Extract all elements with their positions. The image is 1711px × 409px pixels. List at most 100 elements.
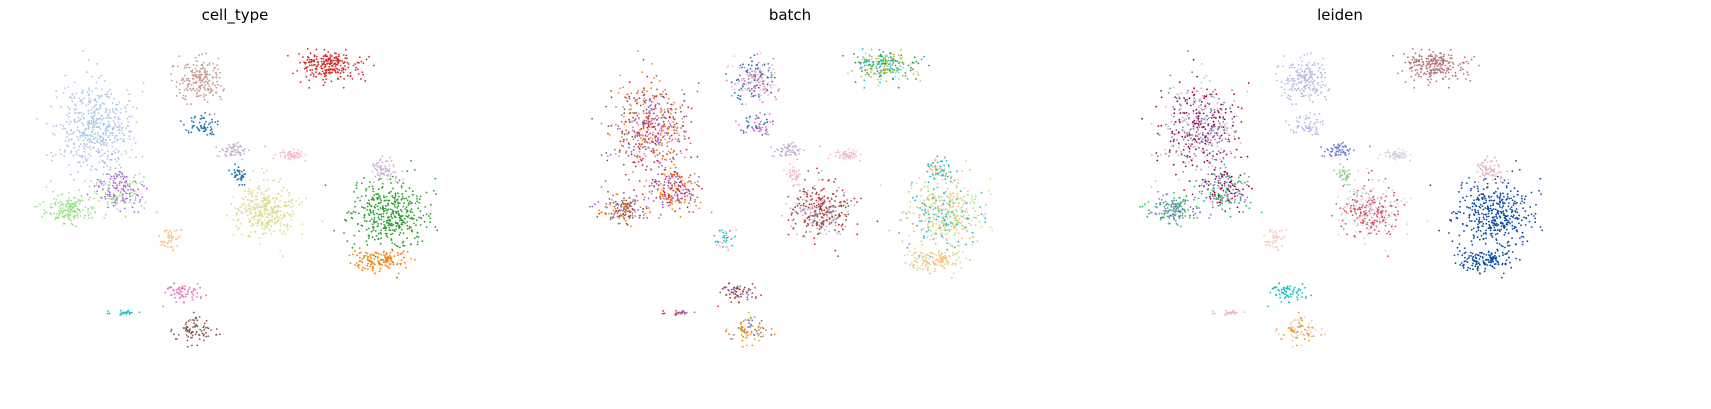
scatter-point [658, 217, 661, 219]
scatter-point [188, 331, 191, 333]
scatter-point [381, 205, 384, 207]
scatter-point [181, 285, 184, 288]
scatter-point [250, 191, 253, 194]
scatter-point [387, 204, 389, 207]
scatter-point [279, 200, 281, 202]
scatter-point [215, 76, 218, 79]
scatter-point [403, 197, 405, 200]
scatter-point [759, 71, 762, 73]
scatter-point [115, 126, 118, 128]
scatter-point [623, 133, 626, 136]
scatter-point [173, 293, 176, 296]
scatter-point [337, 78, 339, 81]
scatter-point [123, 207, 126, 210]
scatter-point [757, 61, 760, 64]
scatter-point [638, 150, 641, 153]
scatter-point [379, 158, 382, 161]
scatter-point [252, 216, 255, 218]
scatter-point [631, 208, 634, 211]
scatter-point [672, 151, 674, 154]
scatter-point [883, 65, 886, 68]
scatter-point [289, 150, 292, 153]
scatter-point [43, 209, 45, 212]
scatter-point [70, 222, 73, 225]
scatter-point [111, 141, 114, 144]
scatter-point [631, 129, 634, 132]
scatter-point [275, 212, 278, 215]
scatter-point [381, 169, 383, 171]
scatter-point [277, 210, 280, 213]
scatter-point [229, 154, 232, 157]
scatter-point [78, 119, 81, 122]
scatter-point [636, 199, 639, 202]
scatter-point [870, 71, 872, 73]
scatter-point [372, 229, 375, 232]
scatter-point [99, 136, 101, 139]
scatter-point [355, 66, 357, 69]
scatter-point [372, 209, 375, 212]
scatter-point [681, 182, 683, 185]
scatter-point [361, 269, 364, 272]
scatter-point [808, 203, 811, 206]
scatter-point [628, 178, 630, 181]
scatter-point [199, 94, 202, 97]
scatter-point [268, 221, 270, 224]
scatter-point [386, 236, 389, 239]
scatter-point [358, 252, 361, 255]
scatter-point [642, 126, 645, 129]
scatter-point [114, 167, 117, 170]
scatter-point [114, 152, 117, 154]
scatter-point [868, 60, 871, 63]
scatter-point [949, 194, 952, 197]
scatter-point [939, 165, 942, 168]
scatter-point [935, 222, 938, 225]
scatter-point [364, 220, 366, 222]
scatter-point [621, 130, 624, 133]
scatter-point [787, 195, 790, 198]
scatter-point [98, 77, 101, 79]
scatter-point [368, 202, 371, 205]
scatter-point [87, 126, 90, 129]
scatter-point [390, 222, 393, 225]
scatter-point [401, 241, 404, 244]
scatter-point [382, 261, 385, 263]
scatter-point [659, 141, 661, 144]
scatter-point [815, 212, 817, 214]
scatter-point [809, 212, 812, 215]
scatter-point [398, 233, 401, 236]
scatter-point [124, 215, 127, 218]
scatter-point [675, 187, 678, 190]
scatter-point [200, 73, 203, 76]
scatter-point [400, 186, 403, 189]
scatter-point [830, 221, 833, 224]
scatter-point [273, 200, 276, 203]
scatter-point [57, 216, 60, 219]
scatter-point [605, 203, 608, 205]
scatter-point [285, 201, 287, 203]
scatter-point [266, 178, 269, 181]
scatter-point [205, 128, 208, 131]
scatter-point [965, 226, 967, 229]
scatter-point [376, 251, 378, 254]
scatter-point [676, 132, 679, 135]
scatter-point [679, 150, 682, 153]
scatter-point [618, 209, 621, 212]
scatter-point [205, 319, 208, 322]
scatter-point [363, 255, 365, 257]
scatter-point [95, 150, 98, 153]
scatter-point [600, 154, 603, 157]
scatter-point [85, 159, 88, 162]
scatter-point [901, 57, 903, 60]
scatter-point [118, 185, 121, 187]
scatter-point [218, 76, 221, 79]
scatter-point [737, 78, 740, 81]
scatter-point [214, 84, 217, 87]
scatter-point [243, 183, 246, 186]
scatter-point [911, 223, 914, 226]
scatter-point [860, 67, 863, 70]
scatter-point [619, 140, 622, 143]
scatter-point [861, 48, 864, 50]
scatter-point [79, 215, 82, 217]
scatter-point [373, 216, 376, 219]
scatter-point [369, 181, 371, 184]
